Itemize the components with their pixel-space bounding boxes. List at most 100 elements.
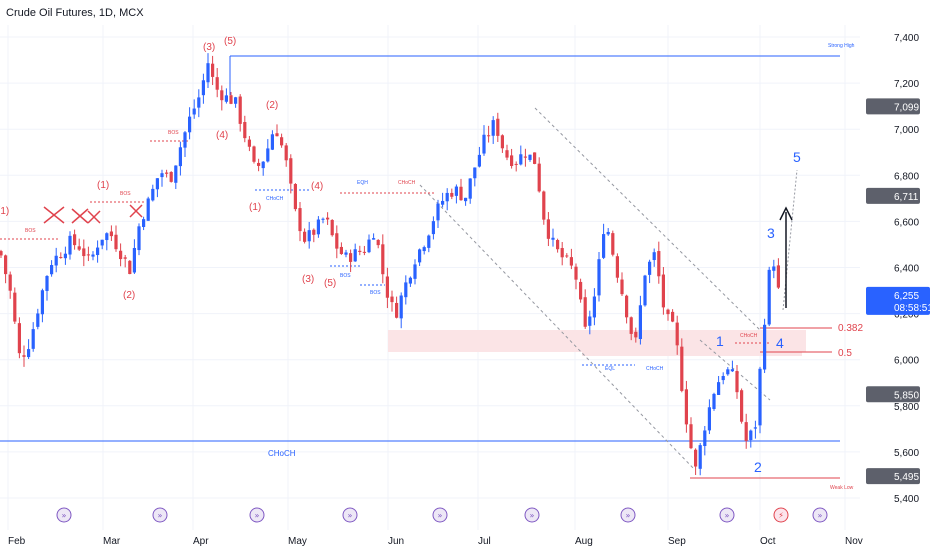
x-markers bbox=[43, 204, 143, 224]
candle-body bbox=[31, 329, 35, 349]
choch-main-label: CHoCH bbox=[268, 449, 296, 458]
candle-body bbox=[178, 147, 182, 167]
candle-body bbox=[510, 155, 514, 166]
candle-body bbox=[229, 95, 233, 104]
candle-body bbox=[151, 188, 155, 201]
candle-body bbox=[275, 133, 279, 137]
choch-label-3: CHoCH bbox=[646, 366, 664, 372]
candle-body bbox=[174, 165, 178, 183]
candle-body bbox=[215, 77, 219, 90]
candle-body bbox=[422, 247, 426, 252]
event-icon[interactable] bbox=[432, 507, 448, 523]
candle-body bbox=[569, 257, 573, 266]
candle-body bbox=[298, 208, 302, 232]
candle-body bbox=[418, 249, 422, 263]
candle-body bbox=[40, 290, 44, 315]
choch-label-4: CHoCH bbox=[740, 333, 758, 339]
candle-body bbox=[749, 430, 753, 440]
price-level-tag bbox=[866, 386, 920, 403]
price-tick-label: 6,400 bbox=[894, 264, 919, 275]
candle-body bbox=[234, 97, 238, 104]
candle-body bbox=[321, 218, 325, 220]
candle-body bbox=[523, 156, 527, 158]
event-icon[interactable] bbox=[56, 507, 72, 523]
price-level-tag-text: 6,711 bbox=[894, 192, 919, 203]
candle-body bbox=[372, 238, 376, 240]
choch-label-1: CHoCH bbox=[266, 196, 284, 202]
annotation-zones bbox=[388, 330, 806, 356]
time-tick-label: Aug bbox=[575, 536, 593, 547]
candle-body bbox=[436, 203, 440, 221]
candle-body bbox=[353, 249, 357, 262]
candle-body bbox=[450, 192, 454, 197]
wave-label-1: 1 bbox=[716, 333, 724, 349]
candle-body bbox=[684, 389, 688, 425]
time-tick-label: Nov bbox=[845, 536, 863, 547]
candle-body bbox=[602, 234, 606, 258]
event-icon-glyph: » bbox=[438, 511, 443, 520]
price-tick-label: 5,800 bbox=[894, 402, 919, 413]
candle-body bbox=[155, 178, 159, 190]
candle-body bbox=[634, 331, 638, 338]
candle-body bbox=[119, 250, 123, 260]
wave5-projection bbox=[782, 169, 798, 311]
candle-body bbox=[270, 134, 274, 150]
time-tick-label: Jul bbox=[478, 536, 491, 547]
wave-label-4: 4 bbox=[776, 335, 784, 351]
candle-body bbox=[128, 260, 132, 275]
event-icons: » » » » » » » » ⚡ » bbox=[56, 507, 828, 523]
candle-body bbox=[91, 254, 95, 257]
candle-body bbox=[776, 265, 780, 288]
candle-body bbox=[730, 369, 734, 372]
candle-body bbox=[643, 275, 647, 306]
candle-body bbox=[551, 237, 555, 240]
event-icon[interactable] bbox=[152, 507, 168, 523]
candle-body bbox=[395, 302, 399, 318]
wave-label: (5) bbox=[324, 278, 336, 289]
candle-body bbox=[735, 370, 739, 393]
event-icon[interactable] bbox=[342, 507, 358, 523]
candle-body bbox=[657, 251, 661, 277]
candle-body bbox=[468, 178, 472, 199]
candle-body bbox=[13, 292, 17, 322]
candle-body bbox=[744, 422, 748, 441]
candle-body bbox=[293, 184, 297, 210]
candle-body bbox=[652, 252, 656, 261]
candle-body bbox=[620, 279, 624, 295]
candle-body bbox=[96, 247, 100, 256]
wave-label: (2) bbox=[123, 290, 135, 301]
candle-body bbox=[482, 134, 486, 154]
candle-body bbox=[243, 122, 247, 139]
candle-body bbox=[496, 118, 500, 136]
target-arrowhead bbox=[779, 206, 793, 221]
time-axis: Feb Mar Apr May Jun Jul Aug Sep Oct Nov bbox=[8, 536, 863, 547]
event-icon[interactable] bbox=[620, 507, 636, 523]
candle-body bbox=[132, 247, 136, 273]
event-icon[interactable] bbox=[812, 507, 828, 523]
event-icon[interactable] bbox=[773, 507, 789, 523]
candle-body bbox=[661, 274, 665, 308]
wave-label: (3) bbox=[203, 42, 215, 53]
candle-body bbox=[8, 274, 12, 291]
candle-body bbox=[556, 240, 560, 250]
candle-body bbox=[638, 305, 642, 340]
candle-body bbox=[362, 251, 366, 253]
candle-body bbox=[772, 266, 776, 271]
event-icon[interactable] bbox=[524, 507, 540, 523]
bos-label-2: BOS bbox=[120, 191, 131, 197]
candle-body bbox=[312, 229, 316, 235]
candle-body bbox=[316, 219, 320, 235]
candle-body bbox=[606, 231, 610, 235]
candle-body bbox=[473, 167, 477, 179]
price-tick-label: 6,200 bbox=[894, 310, 919, 321]
candle-body bbox=[703, 430, 707, 447]
event-icon-glyph: » bbox=[725, 511, 730, 520]
candle-body bbox=[625, 295, 629, 318]
event-icon-glyph: » bbox=[626, 511, 631, 520]
event-icon[interactable] bbox=[719, 507, 735, 523]
event-icon[interactable] bbox=[249, 507, 265, 523]
candle-body bbox=[266, 148, 270, 162]
candle-body bbox=[220, 90, 224, 101]
choch-label-2: CHoCH bbox=[398, 180, 416, 186]
